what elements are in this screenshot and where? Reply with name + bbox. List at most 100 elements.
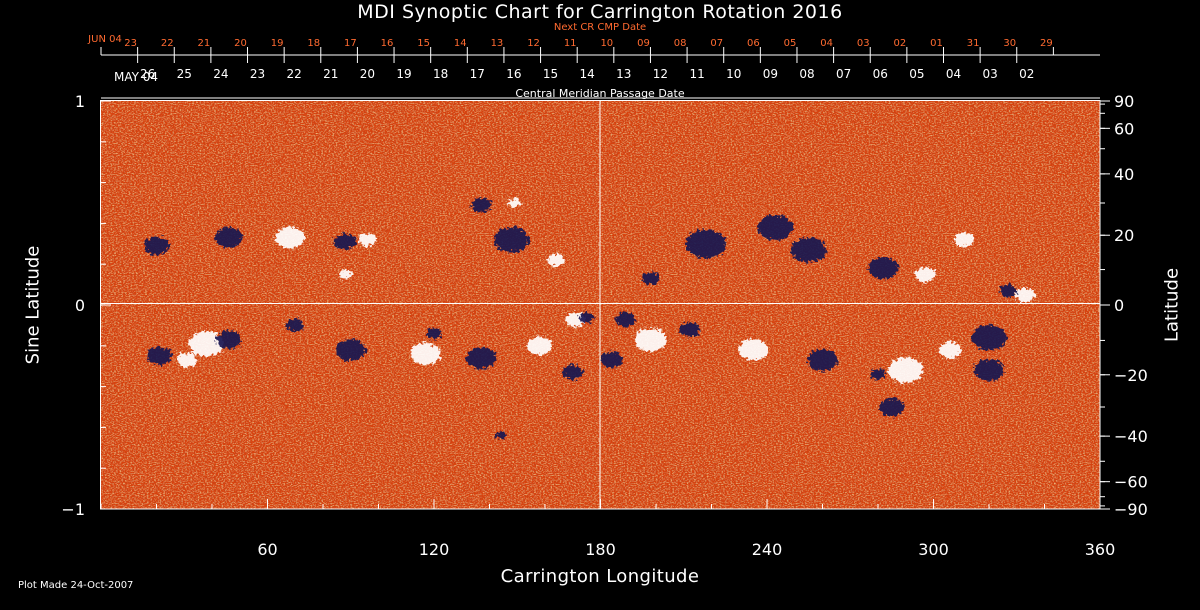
active-region-negative	[494, 227, 530, 253]
active-region-negative	[868, 257, 899, 280]
cmp-date-label: 04	[946, 67, 961, 81]
next-cr-date-label: 14	[454, 38, 467, 49]
next-cr-date-label: 11	[564, 38, 577, 49]
active-region-negative	[146, 347, 172, 365]
active-region-negative	[999, 284, 1018, 298]
y-right-tick-label: −60	[1114, 473, 1148, 492]
active-region-negative	[562, 365, 583, 380]
cmp-date-label: 07	[836, 67, 851, 81]
next-cr-date-label: 22	[161, 38, 174, 49]
cmp-date-label: 22	[287, 67, 302, 81]
next-cr-date-label: 01	[930, 38, 943, 49]
active-region-positive	[508, 198, 521, 208]
cmp-date-label: 21	[323, 67, 338, 81]
active-region-positive	[410, 343, 441, 365]
active-region-negative	[791, 237, 827, 263]
cmp-date-label: 13	[616, 67, 631, 81]
active-region-negative	[214, 227, 243, 248]
active-region-negative	[685, 229, 726, 259]
active-region-negative	[335, 339, 366, 361]
active-region-positive	[954, 232, 975, 247]
active-region-positive	[338, 269, 352, 279]
active-region-negative	[679, 322, 700, 337]
next-cr-date-label: 30	[1003, 38, 1016, 49]
cmp-date-label: 11	[689, 67, 704, 81]
next-cr-date-label: 21	[198, 38, 211, 49]
next-cr-date-label: 18	[307, 38, 320, 49]
active-region-positive	[526, 336, 552, 355]
y-right-tick-label: 60	[1114, 119, 1134, 138]
active-region-negative	[144, 236, 169, 255]
cmp-date-label: 02	[1019, 67, 1034, 81]
active-region-positive	[915, 267, 936, 282]
next-cr-date-label: 04	[820, 38, 833, 49]
y-right-tick-label: −40	[1114, 427, 1148, 446]
cmp-date-label: 10	[726, 67, 741, 81]
cmp-date-label: 19	[396, 67, 411, 81]
cmp-date-label: 09	[763, 67, 778, 81]
active-region-negative	[974, 359, 1004, 382]
cmp-date-label: 20	[360, 67, 375, 81]
active-region-positive	[547, 253, 565, 267]
x-tick-label: 300	[918, 540, 949, 559]
active-region-negative	[757, 214, 793, 241]
active-region-negative	[216, 330, 242, 349]
cmp-date-label: 03	[982, 67, 997, 81]
next-cr-date-label: 13	[491, 38, 504, 49]
next-cr-first-date: JUN 04	[87, 34, 122, 45]
next-cr-date-label: 29	[1040, 38, 1053, 49]
y-right-tick-label: 90	[1114, 92, 1134, 111]
cmp-date-label: 26	[140, 67, 155, 81]
cmp-first-date: MAY 04	[114, 70, 158, 84]
active-region-positive	[188, 331, 224, 357]
plot-made-note: Plot Made 24-Oct-2007	[18, 580, 134, 591]
next-cr-date-label: 15	[417, 38, 430, 49]
next-cr-date-label: 06	[747, 38, 760, 49]
x-tick-label: 120	[419, 540, 450, 559]
y-left-tick-label: 0	[75, 296, 85, 315]
active-region-negative	[971, 325, 1007, 351]
active-region-negative	[879, 398, 905, 416]
active-region-negative	[807, 349, 838, 371]
next-cr-date-label: 23	[124, 38, 137, 49]
next-cr-date-label: 12	[527, 38, 540, 49]
x-tick-label: 360	[1085, 540, 1116, 559]
central-meridian-passage-label: Central Meridian Passage Date	[515, 87, 685, 100]
active-region-negative	[579, 311, 595, 323]
cmp-date-label: 08	[799, 67, 814, 81]
active-region-negative	[600, 351, 623, 369]
chart-title: MDI Synoptic Chart for Carrington Rotati…	[357, 1, 843, 23]
y-right-tick-label: −20	[1114, 366, 1148, 385]
active-region-negative	[333, 233, 357, 250]
next-cr-date-label: 10	[600, 38, 613, 49]
cmp-date-label: 17	[470, 67, 485, 81]
cmp-date-label: 06	[873, 67, 888, 81]
active-region-negative	[870, 368, 886, 380]
x-tick-label: 180	[585, 540, 616, 559]
active-region-negative	[615, 312, 636, 327]
next-cr-date-label: 07	[710, 38, 723, 49]
active-region-negative	[286, 319, 304, 332]
active-region-negative	[641, 272, 660, 285]
cmp-date-label: 16	[506, 67, 521, 81]
active-region-positive	[274, 226, 305, 249]
next-cr-date-label: 05	[784, 38, 797, 49]
next-cr-date-label: 20	[234, 38, 247, 49]
next-cr-date-label: 31	[967, 38, 980, 49]
plot-area	[100, 100, 1101, 510]
active-region-negative	[471, 197, 492, 213]
y-right-tick-label: 20	[1114, 226, 1134, 245]
cmp-date-label: 25	[177, 67, 192, 81]
x-axis-title: Carrington Longitude	[500, 566, 700, 587]
active-region-positive	[938, 341, 962, 358]
active-region-positive	[634, 327, 667, 352]
next-cr-date-label: 08	[674, 38, 687, 49]
cmp-date-label: 12	[653, 67, 668, 81]
next-cr-date-label: 03	[857, 38, 870, 49]
active-region-positive	[738, 339, 769, 361]
y-right-tick-label: −90	[1114, 500, 1148, 519]
y-left-tick-label: 1	[75, 92, 85, 111]
y-right-tick-label: 0	[1114, 296, 1124, 315]
next-cr-date-label: 09	[637, 38, 650, 49]
